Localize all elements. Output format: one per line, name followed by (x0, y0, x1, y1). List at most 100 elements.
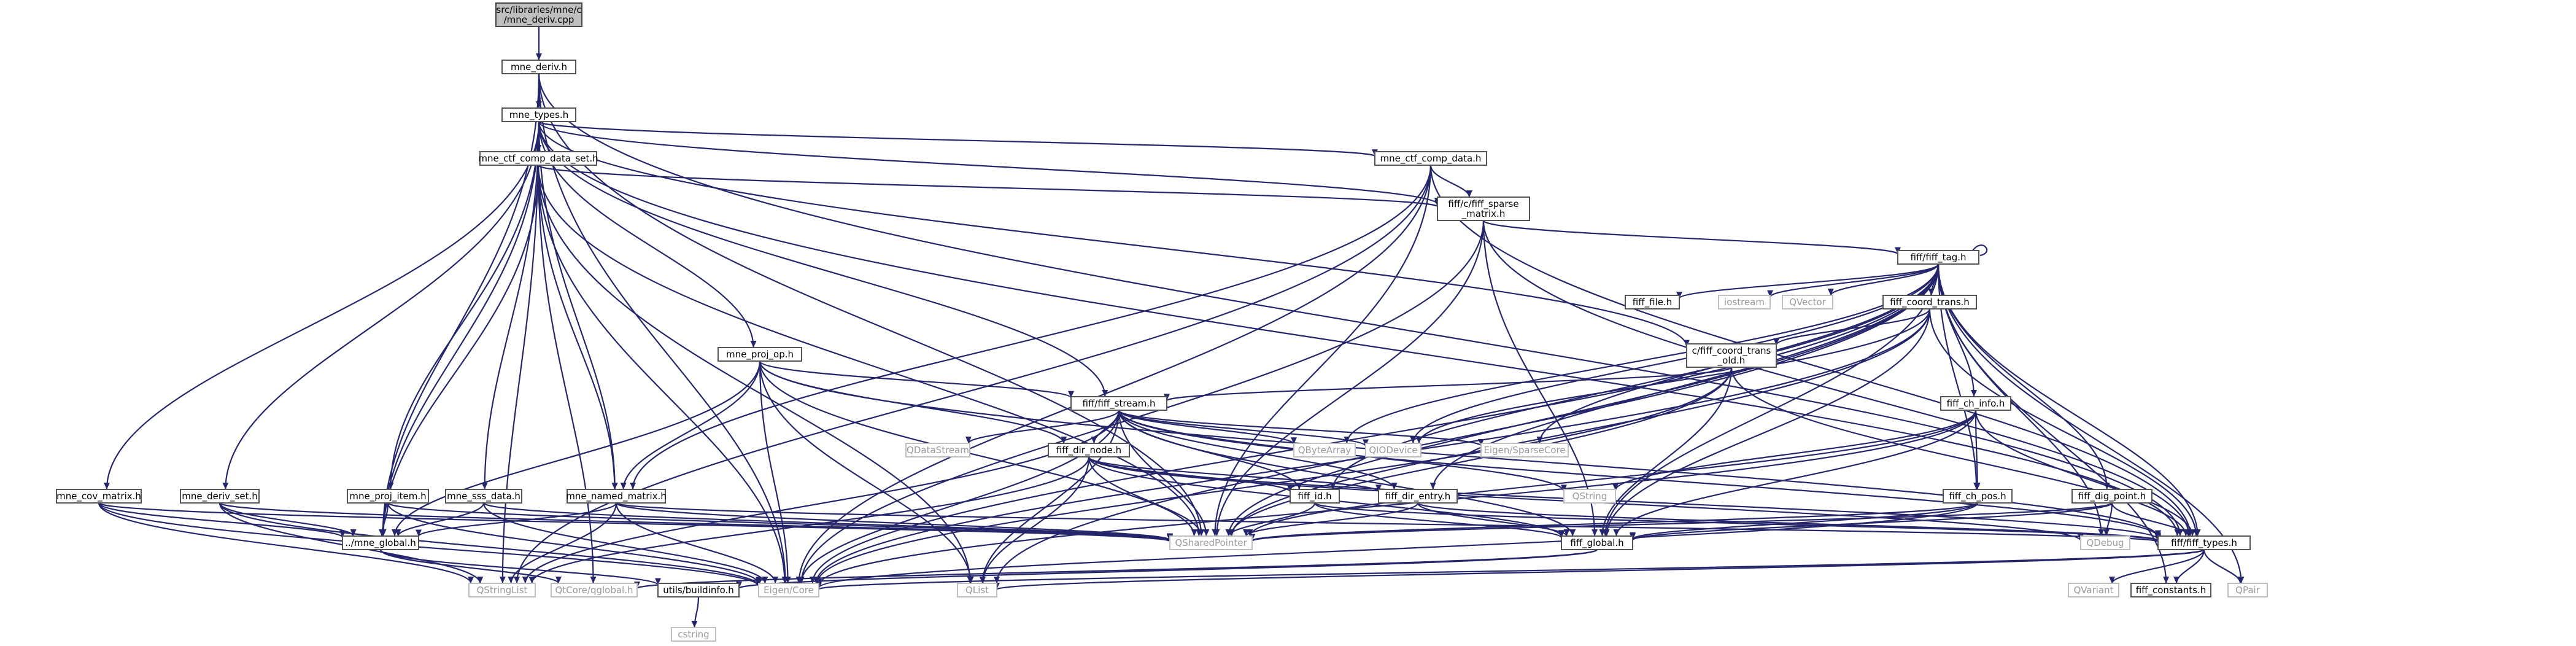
arrowhead-mne_global_h-to-qtcore_qglobal_h (555, 577, 562, 583)
edge-fiff_dir_node_h-to-fiff_types_h (1088, 456, 2159, 540)
arrowhead-fiff_dir_node_h-to-fiff_id_h (1287, 485, 1293, 492)
node-fiff-sparse-matrix-h[interactable]: fiff/c/fiff_sparse_matrix.h (1437, 197, 1530, 221)
node-mne-sss-data-h[interactable]: mne_sss_data.h (445, 489, 522, 504)
edge-mne_global_h-to-qtcore_qglobal_h (379, 549, 560, 585)
node-root[interactable]: src/libraries/mne/c/mne_deriv.cpp (495, 2, 582, 27)
node-fiff-tag-h[interactable]: fiff/fiff_tag.h (1897, 250, 1979, 265)
edge-mne_deriv_h-to-fiff_types_h (538, 73, 2181, 537)
edge-mne_named_matrix_h-to-qsharedpointer (615, 502, 1171, 541)
node-box (1625, 295, 1680, 309)
arrowhead-mne_sss_data_h-to-mne_global_h (395, 529, 401, 536)
edge-mne_ctf_comp_data_h-to-fiff_sparse_matrix_h (1429, 165, 1471, 198)
node-box (342, 535, 419, 550)
node-mne-global-h[interactable]: ../mne_global.h (342, 535, 419, 550)
edge-fiff_sparse_matrix_h-to-qsharedpointer (1216, 220, 1485, 537)
edge-fiff_dig_point_h-to-fiff_global_h (1631, 502, 2113, 541)
node-fiff-dir-entry-h[interactable]: fiff_dir_entry.h (1378, 489, 1458, 504)
edge-fiff_stream_h-to-qdatastream (967, 410, 1120, 444)
node-label: _old.h (1717, 355, 1746, 367)
edge-fiff_sparse_matrix_h-to-eigen_core (800, 220, 1485, 584)
node-fiff-dir-node-h[interactable]: fiff_dir_node.h (1048, 443, 1130, 457)
node-mne-proj-item-h[interactable]: mne_proj_item.h (347, 489, 429, 504)
arrowhead-mne_cov_matrix_h-to-qstringlist (468, 577, 474, 583)
arrowhead-fiff_ch_info_h-to-fiff_types_h (2189, 529, 2196, 536)
node-label: QVector (1789, 297, 1826, 308)
arrowhead-fiff_ch_info_h-to-fiff_global_h (1613, 529, 1620, 536)
arrowhead-fiff_id_h-to-qsharedpointer (1225, 529, 1232, 536)
node-label: mne_deriv_set.h (182, 491, 258, 502)
node-fiff-types-h[interactable]: fiff/fiff_types.h (2157, 535, 2251, 550)
node-mne-types-h[interactable]: mne_types.h (501, 107, 576, 122)
arrowhead-fiff_dig_point_h-to-fiff_types_h (2185, 529, 2192, 536)
node-label: mne_ctf_comp_data.h (1380, 153, 1482, 165)
node-fiff-ch-info-h[interactable]: fiff_ch_info.h (1940, 396, 2011, 411)
node-fiff-constants-h[interactable]: fiff_constants.h (2130, 583, 2211, 597)
arrowhead-fiff_ch_info_h-to-fiff_ch_pos_h (1974, 483, 1981, 489)
node-fiff-ch-pos-h[interactable]: fiff_ch_pos.h (1943, 489, 2013, 504)
edge-fiff_ch_pos_h-to-eigen_core (818, 502, 1979, 589)
edge-mne_proj_op_h-to-qsharedpointer (759, 360, 1195, 537)
node-fiff-file-h[interactable]: fiff_file.h (1625, 295, 1680, 309)
node-label: mne_sss_data.h (447, 491, 520, 502)
edge-mne_ctf_comp_data_set_h-to-mne_named_matrix_h (537, 165, 616, 490)
arrowhead-mne_ctf_comp_data_h-to-fiff_sparse_matrix_h (1466, 190, 1472, 197)
node-box (1782, 295, 1833, 309)
node-qstring: QString (1563, 489, 1616, 504)
node-box (657, 583, 740, 597)
node-box (1290, 489, 1340, 504)
edge-mne_proj_op_h-to-mne_named_matrix_h (622, 360, 761, 490)
node-mne-ctf-comp-data-set-h[interactable]: mne_ctf_comp_data_set.h (478, 151, 598, 166)
node-box (1480, 443, 1569, 457)
node-box (501, 107, 576, 122)
arrowhead-mne_proj_item_h-to-mne_global_h (379, 529, 385, 536)
node-box (905, 443, 970, 457)
node-mne-deriv-h[interactable]: mne_deriv.h (501, 60, 576, 74)
arrowhead-fiff_tag_h-to-fiff_ch_info_h (1971, 390, 1978, 397)
edge-fiff_types_h-to-eigen_core (818, 548, 2205, 590)
edge-mne_deriv_h-to-eigen_core (538, 73, 786, 584)
node-fiff-id-h[interactable]: fiff_id.h (1290, 489, 1340, 504)
node-utils-buildinfo-h[interactable]: utils/buildinfo.h (657, 583, 740, 597)
edge-mne_types_h-to-fiff_sparse_matrix_h (538, 121, 1439, 206)
arrowhead-mne_ctf_comp_data_h-to-mne_named_matrix_h (630, 483, 636, 489)
edge-fiff_tag_h-to-fiff_constants_h (1937, 263, 2167, 584)
edge-fiff_stream_h-to-eigen_sparsecore (1118, 409, 1482, 447)
arrowhead-utils_buildinfo_h-to-cstring (691, 621, 698, 628)
node-qiodevice: QIODevice (1365, 443, 1421, 457)
node-label: QByteArray (1298, 445, 1352, 456)
edge-fiff_dir_node_h-to-qsharedpointer (1088, 456, 1202, 537)
arrowhead-fiff_tag_h-to-iostream (1767, 290, 1773, 297)
edge-fiff_dig_point_h-to-fiff_types_h (2111, 502, 2189, 537)
node-label: QDataStream (907, 445, 969, 456)
node-box (1561, 535, 1633, 550)
node-label: QDebug (2086, 537, 2124, 548)
node-box (501, 60, 576, 74)
edge-fiff_tag_h-to-fiff_global_h (1604, 263, 1940, 537)
node-c-fiff-coord-trans-old-h[interactable]: c/fiff_coord_trans_old.h (1686, 343, 1777, 368)
edge-fiff_stream_h-to-qlist (981, 410, 1120, 584)
node-fiff-stream-h[interactable]: fiff/fiff_stream.h (1070, 396, 1167, 411)
edge-fiff_stream_h-to-qiodevice (1118, 410, 1367, 447)
edge-c_fiff_coord_trans_old_h-to-eigen_core (816, 367, 1733, 584)
node-label: ../mne_global.h (345, 537, 416, 549)
edge-fiff_dir_entry_h-to-fiff_global_h (1417, 502, 1568, 537)
node-mne-deriv-set-h[interactable]: mne_deriv_set.h (180, 489, 260, 504)
node-label: fiff/c/fiff_sparse (1448, 198, 1518, 210)
edge-c_fiff_coord_trans_old_h-to-fiff_types_h (1730, 367, 2187, 537)
node-mne-cov-matrix-h[interactable]: mne_cov_matrix.h (56, 489, 142, 504)
node-label: fiff_dir_entry.h (1385, 491, 1450, 502)
node-fiff-dig-point-h[interactable]: fiff_dig_point.h (2071, 489, 2152, 504)
node-fiff-global-h[interactable]: fiff_global.h (1561, 535, 1633, 550)
node-mne-ctf-comp-data-h[interactable]: mne_ctf_comp_data.h (1374, 151, 1487, 166)
node-box (1169, 535, 1253, 550)
node-box (567, 489, 666, 504)
arrowhead-mne_types_h-to-fiff_types_h (2174, 529, 2181, 536)
edge-fiff_ch_info_h-to-fiff_types_h (1975, 410, 2194, 537)
edge-c_fiff_coord_trans_old_h-to-fiff_stream_h (1166, 366, 1733, 402)
node-label: mne_ctf_comp_data_set.h (478, 153, 598, 165)
node-fiff-coord-trans-h[interactable]: fiff_coord_trans.h (1882, 295, 1977, 309)
node-mne-proj-op-h[interactable]: mne_proj_op.h (717, 347, 802, 362)
node-mne-named-matrix-h[interactable]: mne_named_matrix.h (566, 489, 667, 504)
node-label: fiff_dir_node.h (1056, 445, 1121, 456)
